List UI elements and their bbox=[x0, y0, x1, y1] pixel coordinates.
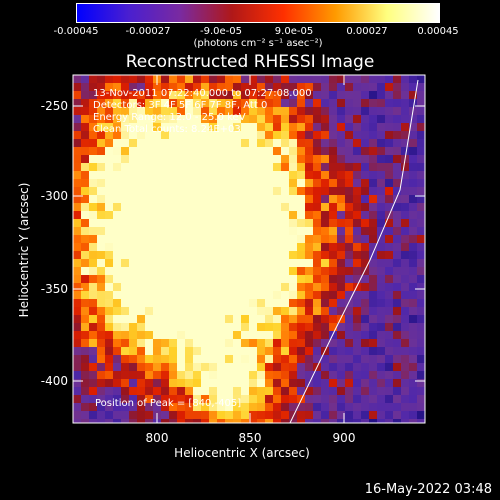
y-tick-label: -350 bbox=[40, 282, 68, 296]
x-tick-label: 800 bbox=[145, 431, 169, 445]
colorbar-tick: 9.0e-05 bbox=[274, 26, 314, 37]
colorbar-tick: -0.00045 bbox=[53, 26, 99, 37]
colorbar-tick: 0.00045 bbox=[417, 26, 459, 37]
x-tick-label: 850 bbox=[238, 431, 262, 445]
image-pixels bbox=[73, 75, 425, 423]
axis-ticks bbox=[73, 75, 425, 423]
y-tick-label: -300 bbox=[40, 189, 68, 203]
info-energy-range: Energy Range: 12.0 - 25.0 keV bbox=[93, 112, 246, 123]
solar-limb-line bbox=[289, 79, 419, 424]
colorbar-tick: 0.00027 bbox=[346, 26, 388, 37]
x-axis-label: Heliocentric X (arcsec) bbox=[174, 446, 310, 460]
y-tick-label: -250 bbox=[40, 99, 68, 113]
y-tick-label: -400 bbox=[40, 374, 68, 388]
plot-title: Reconstructed RHESSI Image bbox=[125, 52, 375, 72]
colorbar bbox=[76, 3, 440, 23]
peak-position-label: Position of Peak = [840,-405] bbox=[95, 398, 242, 409]
plot-frame bbox=[72, 74, 426, 424]
colorbar-tick: -9.0e-05 bbox=[200, 26, 242, 37]
y-axis-label: Heliocentric Y (arcsec) bbox=[17, 182, 31, 318]
colorbar-units: (photons cm⁻² s⁻¹ asec⁻²) bbox=[193, 38, 323, 49]
info-time-range: 13-Nov-2011 07:22:40.000 to 07:27:08.000 bbox=[93, 88, 312, 99]
info-detectors: Detectors: 3F 4F 5F 6F 7F 8F, Att 0 bbox=[93, 100, 268, 111]
colorbar-tick: -0.00027 bbox=[125, 26, 171, 37]
x-tick-label: 900 bbox=[332, 431, 356, 445]
timestamp: 16-May-2022 03:48 bbox=[364, 482, 492, 497]
info-total-counts: Clean Total counts: 8.24E+03 bbox=[93, 124, 241, 135]
